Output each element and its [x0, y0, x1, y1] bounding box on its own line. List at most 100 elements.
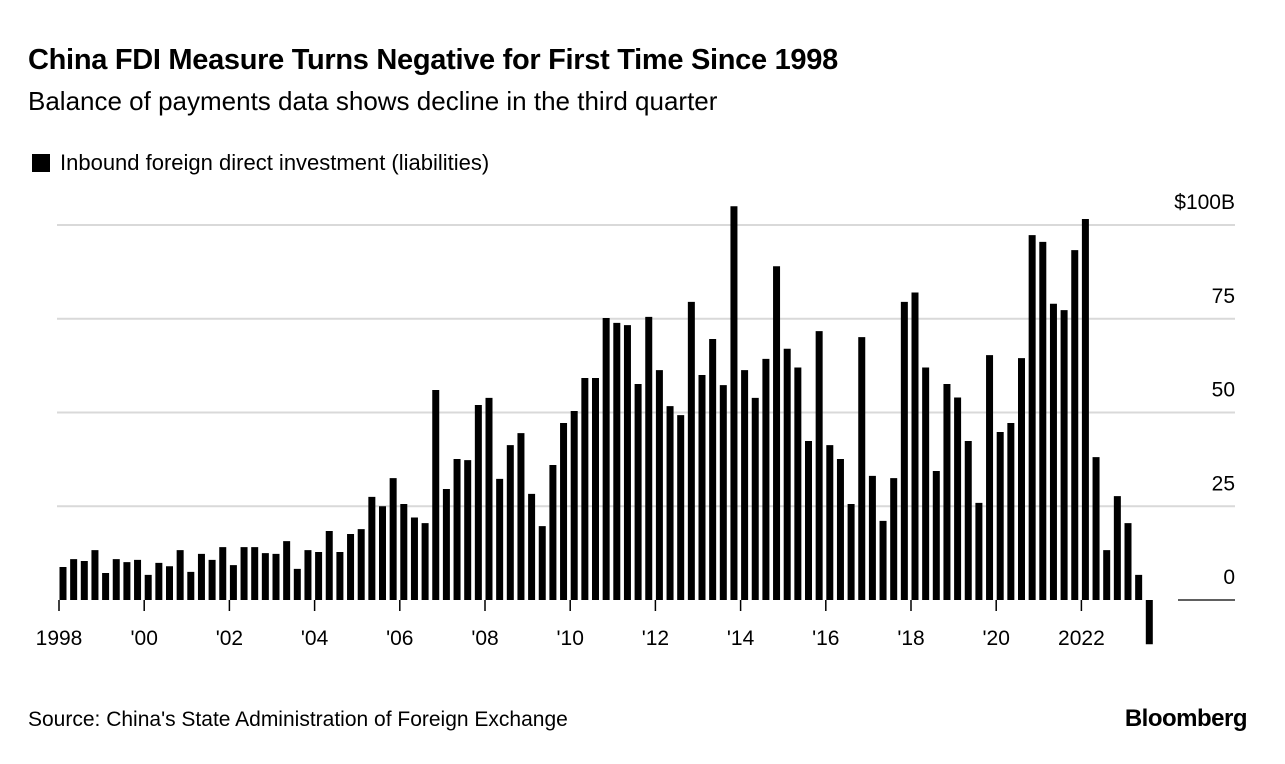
- bar: [1145, 600, 1153, 645]
- bar: [1071, 250, 1079, 600]
- bar: [666, 406, 674, 600]
- bar: [762, 358, 770, 600]
- bar: [144, 574, 152, 600]
- bar: [336, 552, 344, 600]
- bar: [1007, 423, 1015, 600]
- x-tick-label: '02: [216, 627, 243, 650]
- legend-label: Inbound foreign direct investment (liabi…: [60, 150, 490, 175]
- bar: [570, 411, 578, 600]
- bar: [506, 445, 514, 600]
- bar: [719, 385, 727, 600]
- chart-subtitle: Balance of payments data shows decline i…: [28, 86, 718, 116]
- bar: [1103, 550, 1111, 600]
- bar: [623, 325, 631, 600]
- bar: [166, 566, 173, 600]
- bar: [197, 553, 205, 600]
- chart-title: China FDI Measure Turns Negative for Fir…: [28, 44, 838, 76]
- x-tick-label: '14: [727, 627, 755, 650]
- bar: [123, 562, 131, 600]
- bar: [102, 573, 110, 600]
- bar: [986, 355, 994, 600]
- bar: [59, 567, 67, 600]
- bar: [325, 531, 333, 600]
- bar: [208, 559, 216, 600]
- bar: [815, 331, 823, 600]
- bar: [347, 534, 355, 600]
- bar: [858, 337, 866, 600]
- bar: [176, 550, 184, 600]
- bar: [549, 465, 557, 600]
- legend-swatch: [32, 154, 50, 172]
- bar: [70, 559, 78, 600]
- bar: [464, 460, 472, 600]
- bar: [836, 459, 844, 600]
- bar: [709, 339, 717, 600]
- bar: [432, 390, 440, 600]
- bar: [741, 370, 749, 600]
- x-tick-label: '16: [812, 627, 839, 650]
- bar: [421, 523, 429, 600]
- bar: [485, 397, 493, 600]
- x-tick-label: '08: [471, 627, 498, 650]
- bar: [1081, 219, 1089, 600]
- bar: [1049, 303, 1057, 600]
- y-tick-label: 25: [1212, 472, 1235, 495]
- bar: [538, 526, 546, 600]
- y-tick-label: 75: [1212, 285, 1235, 308]
- source-note: Source: China's State Administration of …: [28, 708, 568, 731]
- bar: [868, 475, 876, 600]
- bar: [474, 405, 482, 600]
- bar: [517, 433, 525, 600]
- bar: [229, 565, 237, 600]
- bar: [932, 471, 940, 600]
- bar: [996, 432, 1004, 600]
- bar: [379, 506, 386, 600]
- bar: [80, 561, 88, 600]
- bar: [155, 562, 163, 600]
- bar: [847, 504, 855, 600]
- bloomberg-logo: Bloomberg: [1124, 705, 1248, 732]
- bar: [389, 478, 397, 600]
- bar: [261, 553, 269, 600]
- bar: [1135, 574, 1143, 600]
- bar: [442, 489, 450, 600]
- x-tick-label: '06: [386, 627, 413, 650]
- bar: [91, 550, 99, 600]
- bar: [410, 517, 418, 600]
- bar: [187, 571, 195, 600]
- bar: [922, 367, 930, 600]
- bar: [954, 397, 962, 600]
- x-tick-label: '10: [557, 627, 584, 650]
- bar: [879, 520, 887, 600]
- bar: [645, 316, 653, 600]
- bar: [602, 318, 610, 600]
- bar: [783, 348, 791, 600]
- bar: [805, 441, 812, 600]
- bar: [357, 529, 365, 600]
- x-tick-label: '00: [131, 627, 158, 650]
- bar: [826, 445, 834, 600]
- bar: [1018, 358, 1025, 600]
- bar: [528, 493, 536, 600]
- x-tick-label: '04: [301, 627, 329, 650]
- bar: [890, 478, 898, 600]
- bar: [293, 568, 301, 600]
- x-tick-label: '12: [642, 627, 669, 650]
- bar: [964, 441, 972, 600]
- bar: [304, 550, 312, 600]
- x-tick-label: '18: [897, 627, 924, 650]
- bar: [1039, 241, 1047, 600]
- bar: [730, 206, 738, 600]
- bar: [687, 301, 695, 600]
- y-tick-label: 0: [1223, 566, 1235, 589]
- x-tick-label: 1998: [36, 627, 83, 650]
- x-tick-label: 2022: [1058, 627, 1105, 650]
- bar: [975, 502, 983, 600]
- bar: [911, 292, 919, 600]
- bar: [219, 547, 227, 600]
- bar: [453, 459, 461, 600]
- bar: [751, 397, 759, 600]
- bar: [655, 370, 663, 600]
- bar: [698, 375, 706, 600]
